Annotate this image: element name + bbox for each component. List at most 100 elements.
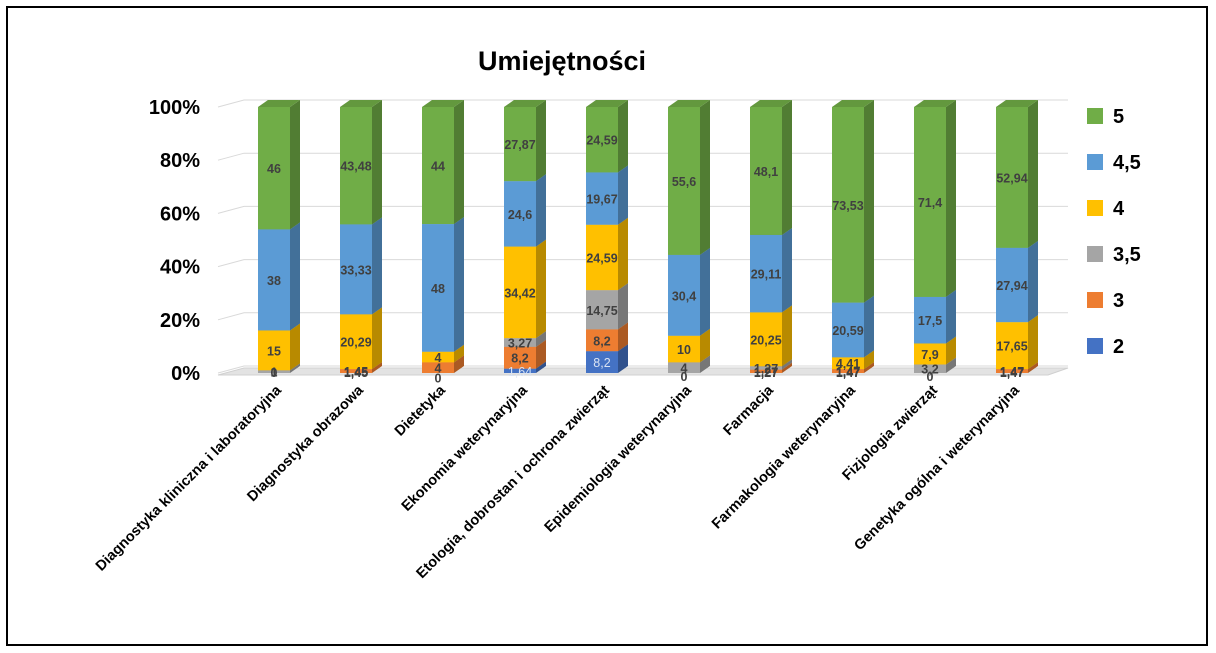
bar-side (454, 100, 464, 225)
data-label: 4 (435, 362, 442, 376)
bar-top (258, 100, 300, 107)
data-label: 1,47 (836, 366, 860, 380)
bar-side (1028, 100, 1038, 248)
data-label: 29,11 (751, 268, 782, 282)
bar-top (668, 100, 710, 107)
bar-side (782, 359, 792, 370)
data-label: 43,48 (340, 160, 371, 174)
bar-front (996, 369, 1028, 373)
bar-side (700, 328, 710, 363)
bar-top (996, 100, 1038, 107)
legend-swatch (1087, 108, 1103, 124)
bar-side (454, 355, 464, 373)
data-label: 1,45 (344, 366, 368, 380)
data-labels: 0011538461,4520,2933,3343,484448441,648,… (267, 134, 1028, 386)
data-label: 14,75 (586, 304, 617, 318)
data-label: 24,59 (586, 251, 617, 265)
x-tick-label: Genetyka ogólna i weterynaryjna (851, 382, 1023, 554)
legend-label: 3,5 (1113, 244, 1141, 266)
bar-front (750, 369, 782, 373)
bar-front (504, 107, 536, 182)
bar-front (750, 234, 782, 313)
bar-side (536, 100, 546, 182)
data-label: 71,4 (918, 196, 942, 210)
data-label: 38 (267, 274, 281, 288)
bar-front (832, 357, 864, 370)
bar-side (1028, 240, 1038, 323)
bar-side (946, 336, 956, 365)
data-label: 1 (271, 366, 278, 380)
legend-item: 4 (1087, 198, 1125, 220)
bar-side (946, 100, 956, 297)
bar-side (290, 100, 300, 230)
y-tick-label: 60% (160, 203, 200, 225)
data-label: 4,41 (836, 357, 860, 371)
bar-front (258, 107, 290, 230)
bar-front (668, 335, 700, 363)
bar-top (832, 100, 874, 107)
bar-side (1028, 315, 1038, 370)
gridline (217, 312, 1068, 321)
bar-front (750, 312, 782, 367)
bar-front (668, 362, 700, 373)
y-axis: 0% 20% 40% 60% 80% 100% (149, 97, 200, 385)
bar-front (422, 362, 454, 373)
bar-side (618, 100, 628, 173)
bar-front (750, 107, 782, 235)
bar-front (832, 107, 864, 303)
legend-label: 4 (1113, 198, 1125, 220)
bar-side (372, 307, 382, 370)
data-label: 0 (271, 366, 278, 380)
bar-front (422, 107, 454, 225)
bar-front (422, 351, 454, 363)
bar-front (258, 330, 290, 371)
data-label: 19,67 (586, 193, 617, 207)
data-label: 48 (431, 282, 445, 296)
data-label: 30,4 (672, 289, 696, 303)
legend-label: 4,5 (1113, 152, 1141, 174)
bar-segment (340, 100, 382, 225)
bar-segment (422, 100, 464, 225)
bar-side (782, 100, 792, 235)
data-label: 1,27 (754, 366, 778, 380)
data-label: 34,42 (504, 286, 535, 300)
legend-item: 5 (1087, 106, 1124, 128)
data-label: 1,27 (754, 362, 778, 376)
bar-side (700, 355, 710, 373)
data-label: 17,65 (996, 340, 1027, 354)
bar-top (340, 100, 382, 107)
bar-front (340, 314, 372, 370)
data-label: 20,59 (832, 324, 863, 338)
bar-side (782, 305, 792, 367)
bar-side (290, 323, 300, 371)
x-tick-label: Farmakologia weterynaryjna (709, 382, 859, 532)
legend-item: 3 (1087, 290, 1124, 312)
legend-item: 2 (1087, 336, 1124, 358)
bars (258, 100, 1038, 373)
legend-swatch (1087, 338, 1103, 354)
bar-side (864, 100, 874, 303)
bar-front (914, 364, 946, 373)
chart-title: Umiejętności (478, 46, 646, 76)
data-label: 73,53 (832, 199, 863, 213)
bar-side (700, 247, 710, 336)
gridline (217, 152, 1068, 161)
bar-segment (504, 100, 546, 182)
data-label: 1,27 (754, 365, 778, 379)
bar-front (504, 368, 536, 373)
bar-segment (750, 100, 792, 235)
data-label: 8,2 (593, 356, 610, 370)
bar-front (258, 229, 290, 331)
bar-front (668, 254, 700, 336)
bar-front (914, 343, 946, 365)
bar-front (914, 296, 946, 344)
bar-front (586, 107, 618, 173)
bar-front (504, 181, 536, 247)
data-label: 4 (435, 351, 442, 365)
bar-side (454, 344, 464, 363)
bar-front (586, 351, 618, 373)
bar-top (914, 100, 956, 107)
gridline (217, 259, 1068, 268)
bar-front (422, 224, 454, 352)
